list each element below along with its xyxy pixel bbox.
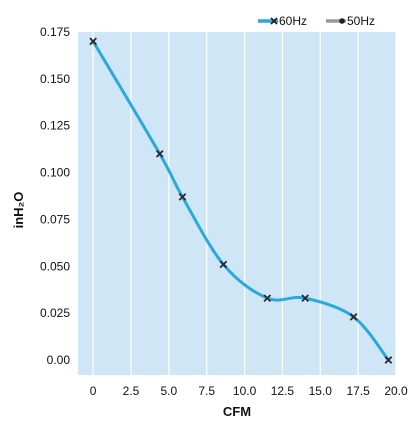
x-tick-label: 7.5 [198,384,215,398]
y-tick-label: 0.175 [40,25,70,39]
legend-marker [339,18,345,24]
marker-stroke [155,149,164,158]
data-point-marker [219,260,228,269]
legend-label: 50Hz [347,14,375,28]
y-tick-label: 0.050 [40,259,70,273]
data-point-marker [89,37,97,46]
legend-marker [270,17,278,25]
grid-lines [92,32,397,375]
legend-item-60hz: 60Hz [258,14,307,28]
y-tick-label: 0.100 [40,166,70,180]
y-tick-label: 0.150 [40,72,70,86]
data-point-marker [301,294,309,302]
x-tick-label: 12.5 [271,384,295,398]
y-axis-title: inH₂O [11,192,26,229]
series-layer [89,37,393,364]
x-axis-title: CFM [223,404,251,419]
legend-item-50hz: 50Hz [326,14,375,28]
data-point-marker [384,356,393,364]
x-tick-label: 5.0 [161,384,178,398]
marker-stroke [349,313,358,321]
x-tick-label: 0 [90,384,97,398]
marker-stroke [219,260,228,269]
y-tick-labels: 0.00 0.025 0.050 0.075 0.100 0.125 0.150 0.175 [40,25,70,367]
x-tick-label: 2.5 [123,384,140,398]
marker-stroke [263,294,272,302]
y-tick-label: 0.025 [40,306,70,320]
legend-label: 60Hz [279,14,307,28]
x-tick-labels: 0 2.5 5.0 7.5 10.0 12.5 15.0 17.5 20.0 [90,384,408,398]
x-tick-label: 20.0 [384,384,408,398]
x-tick-label: 17.5 [346,384,370,398]
marker-stroke [384,356,393,364]
marker-stroke [178,193,187,201]
data-point-marker [155,149,164,158]
series-line-60hz [91,39,390,362]
marker-stroke [301,294,309,302]
y-tick-label: 0.075 [40,212,70,226]
data-point-marker [349,313,358,321]
data-point-marker [178,193,187,201]
y-tick-label: 0.125 [40,119,70,133]
marker-stroke [89,37,97,46]
x-tick-label: 10.0 [233,384,257,398]
legend: 60Hz 50Hz [258,14,375,28]
y-tick-label: 0.00 [47,353,71,367]
data-point-marker [263,294,272,302]
x-tick-label: 15.0 [309,384,333,398]
plot-background [78,32,396,375]
